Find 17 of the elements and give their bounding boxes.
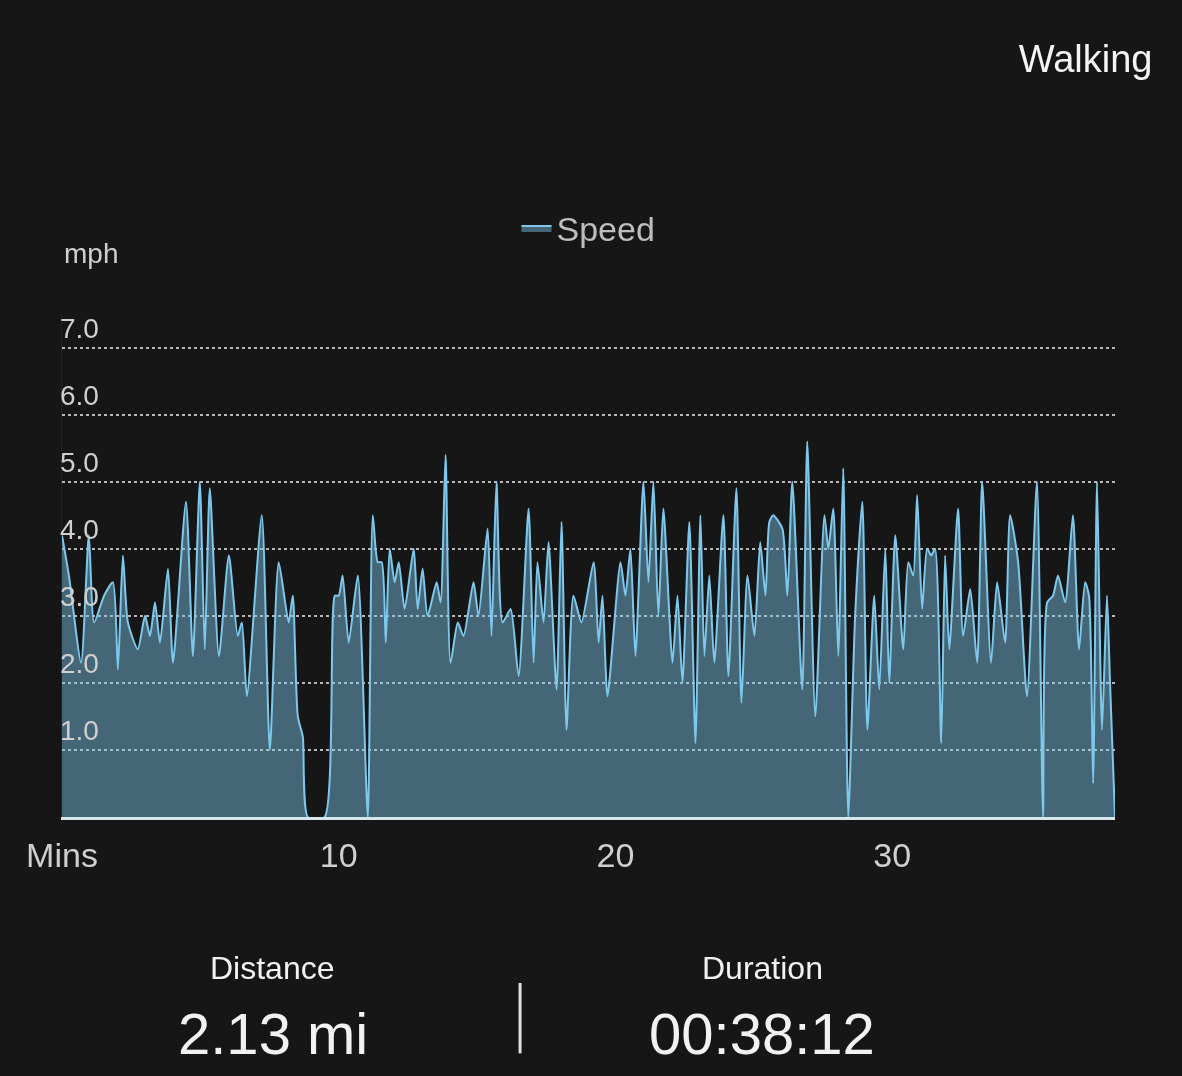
y-tick-label: 5.0 <box>59 446 99 478</box>
y-axis-title: mph <box>64 238 119 269</box>
text: Duration <box>702 950 823 986</box>
y-tick-label: 7.0 <box>59 312 99 344</box>
x-tick-label: Mins <box>26 835 98 874</box>
x-tick-label: 10 <box>319 835 358 874</box>
y-tick-label: 3.0 <box>59 581 99 612</box>
y-tick-label: 6.0 <box>59 379 99 411</box>
y-tick-label: 1.0 <box>59 715 99 747</box>
x-tick-label: 30 <box>873 835 912 874</box>
x-tick-label: 20 <box>596 835 635 874</box>
y-tick-label: 4.0 <box>59 513 99 545</box>
text: 00:38:12 <box>649 1001 875 1066</box>
chart-title: Walking <box>1018 38 1153 81</box>
text: Distance <box>210 950 335 986</box>
text: 2.13 mi <box>178 1001 369 1066</box>
legend-label: Speed <box>556 210 655 249</box>
